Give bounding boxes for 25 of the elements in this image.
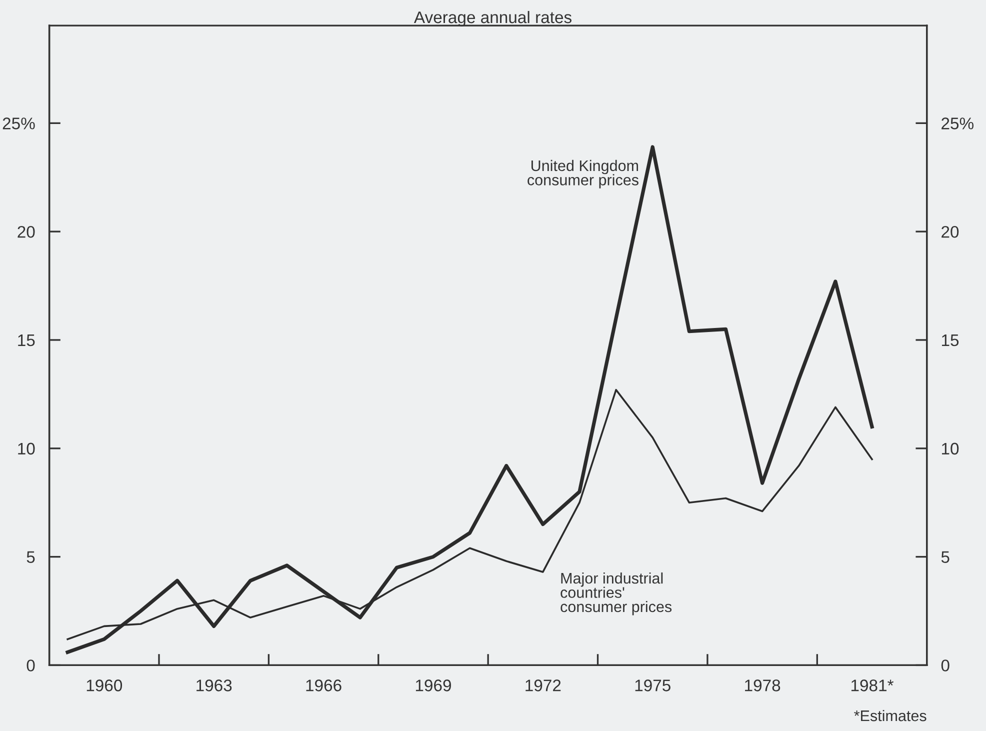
x-tick-label: 1966 xyxy=(306,680,342,692)
x-tick-label: 1963 xyxy=(196,680,232,692)
annotation: United Kingdom consumer prices xyxy=(528,160,638,188)
y2-tick-label: 0 xyxy=(941,660,950,672)
x-tick-label: 1969 xyxy=(416,680,451,692)
x-tick-label: 1975 xyxy=(635,680,670,692)
y2-tick-label: 15 xyxy=(942,334,959,346)
line-series xyxy=(66,145,874,654)
y-tick-label: 10 xyxy=(18,442,35,455)
y-tick-label: 25% xyxy=(2,118,35,130)
x-tick-label: 1972 xyxy=(526,680,561,692)
x-tick-label: 1978 xyxy=(745,680,780,692)
y2-tick-label: 5 xyxy=(941,551,950,563)
y2-tick-label: 25% xyxy=(942,118,974,130)
y-tick-label: 15 xyxy=(18,334,35,346)
chart-title: Average annual rates xyxy=(414,10,572,26)
y-tick-label: 5 xyxy=(26,551,35,563)
text: *Estimates xyxy=(854,710,926,722)
y-tick-label: 0 xyxy=(26,660,35,672)
y2-tick-label: 10 xyxy=(942,442,959,455)
x-tick-label: 1960 xyxy=(86,680,122,692)
annotation: Major industrial countries' consumer prices xyxy=(560,572,672,616)
y-tick-label: 20 xyxy=(18,226,35,238)
y2-tick-label: 20 xyxy=(942,226,959,238)
x-tick-label: 1981* xyxy=(851,680,894,692)
